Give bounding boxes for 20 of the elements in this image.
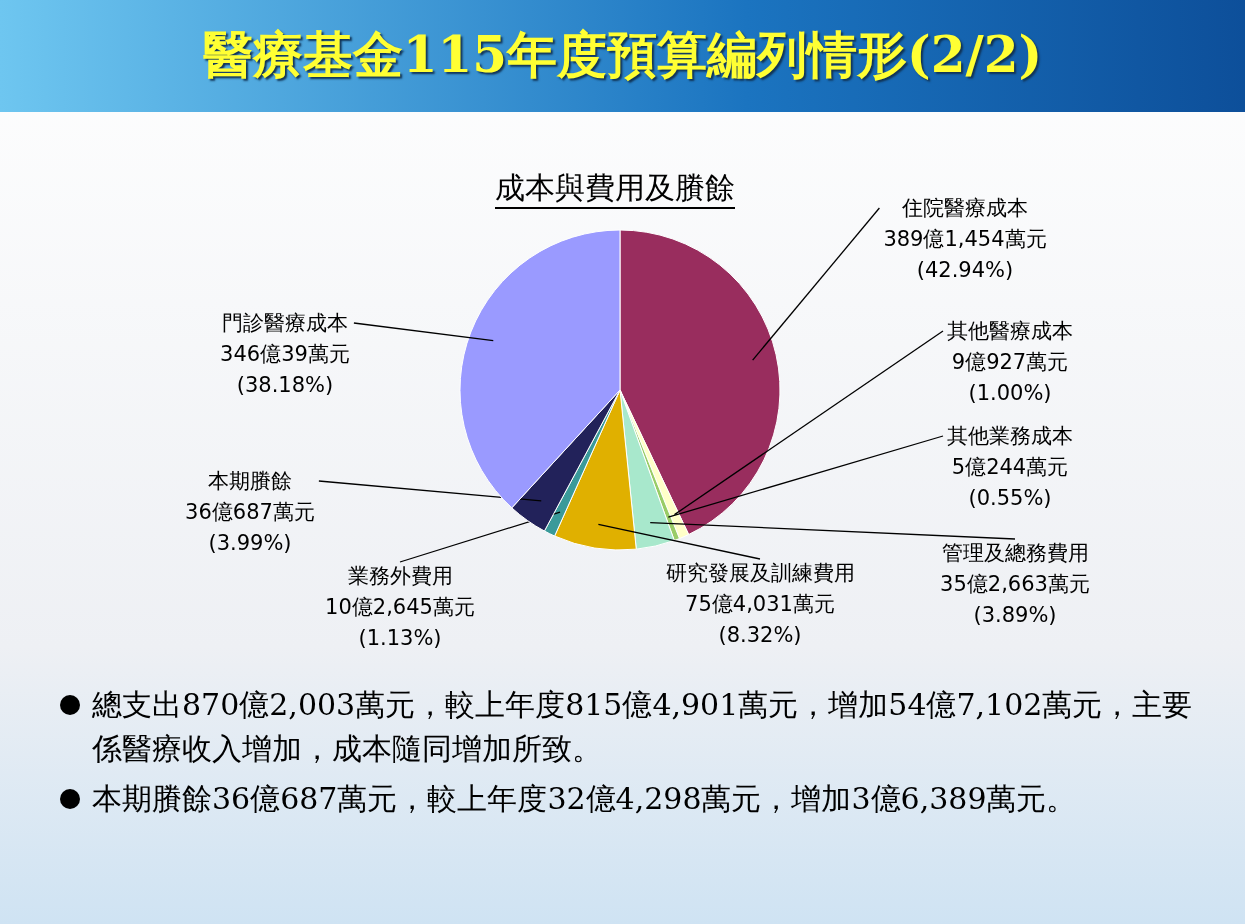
chart-subtitle: 成本與費用及賸餘 — [495, 170, 735, 205]
slice-label: 研究發展及訓練費用 — [665, 561, 855, 585]
data-label: 75億4,031萬元 (8.32%) — [685, 592, 835, 647]
data-label: 10億2,645萬元 (1.13%) — [325, 595, 475, 650]
data-label: 9億927萬元 (1.00%) — [951, 350, 1069, 405]
data-label: 346億39萬元 (38.18%) — [220, 342, 350, 397]
data-label: 35億2,663萬元 (3.89%) — [940, 572, 1090, 627]
slice-label: 其他醫療成本 — [947, 319, 1073, 343]
data-label: 5億244萬元 (0.55%) — [951, 455, 1069, 510]
slice-label: 住院醫療成本 — [901, 196, 1028, 220]
slice-label: 門診醫療成本 — [222, 311, 348, 335]
slice-label: 業務外費用 — [347, 564, 453, 588]
slice-label: 其他業務成本 — [947, 424, 1073, 448]
text: 總支出870億2,003萬元，較上年度815億4,901萬元，增加54億7,102萬元，主要係醫療收入增加，成本隨同增加所致。 — [91, 686, 1194, 768]
data-label: 389億1,454萬元 (42.94%) — [883, 227, 1047, 282]
text: 本期賸餘36億687萬元，較上年度32億4,298萬元，增加3億6,389萬元。 — [91, 780, 1078, 818]
data-label: 36億687萬元 (3.99%) — [185, 500, 315, 555]
slice-label: 本期賸餘 — [208, 469, 292, 493]
slice-label: 管理及總務費用 — [941, 541, 1089, 565]
chart-title: 醫療基金115年度預算編列情形(2/2) — [201, 24, 1044, 86]
